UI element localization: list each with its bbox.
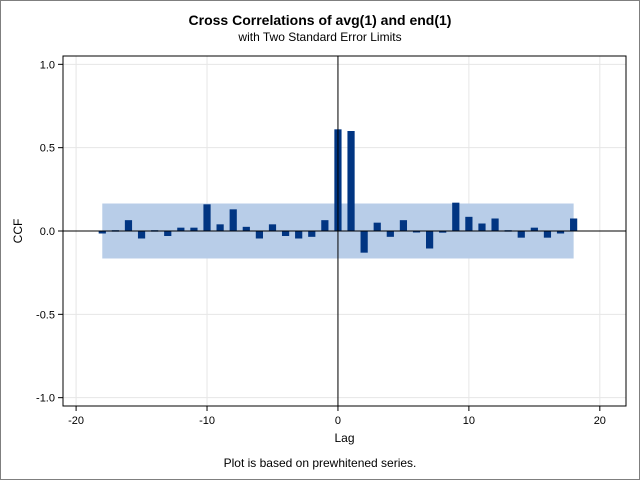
chart-title: Cross Correlations of avg(1) and end(1)	[188, 12, 452, 28]
ccf-bar	[203, 204, 211, 231]
x-tick-label: 20	[594, 415, 606, 427]
ccf-bar	[295, 231, 303, 239]
ccf-bar	[98, 231, 106, 234]
ccf-bar	[373, 222, 381, 231]
ccf-bar	[281, 231, 290, 236]
ccf-bar	[412, 231, 421, 233]
ccf-bar	[399, 220, 408, 231]
x-tick-label: 0	[335, 415, 341, 427]
ccf-bar	[255, 231, 263, 239]
ccf-bar	[556, 231, 565, 234]
ccf-bar	[190, 227, 198, 231]
y-tick-label: 0.5	[40, 143, 55, 155]
y-tick-label: -0.5	[36, 309, 55, 321]
ccf-bar	[386, 231, 394, 237]
ccf-bar	[530, 227, 538, 231]
ccf-bar	[321, 220, 329, 231]
ccf-bar	[543, 231, 552, 238]
x-axis-label: Lag	[334, 431, 354, 445]
x-tick-label: -20	[68, 415, 84, 427]
y-axis-label: CCF	[11, 219, 25, 244]
ccf-bar	[308, 231, 316, 237]
ccf-bar	[570, 218, 578, 231]
ccf-bar	[177, 227, 185, 231]
ccf-bar	[216, 224, 224, 231]
ccf-bar	[164, 231, 172, 236]
ccf-bar	[465, 216, 473, 231]
ccf-bar	[517, 231, 525, 238]
ccf-bar	[426, 231, 434, 249]
y-tick-label: 1.0	[40, 59, 55, 71]
ccf-bar	[439, 231, 447, 233]
y-tick-label: 0.0	[40, 226, 55, 238]
ccf-bar	[137, 231, 146, 239]
ccf-bar	[229, 209, 237, 231]
y-tick-label: -1.0	[36, 393, 55, 405]
ccf-bar	[347, 131, 355, 231]
ccf-bar	[452, 202, 460, 231]
ccf-bar	[242, 226, 250, 231]
ccf-bar	[491, 218, 499, 231]
chart-subtitle: with Two Standard Error Limits	[238, 30, 402, 44]
x-tick-label: 10	[463, 415, 475, 427]
ccf-bar	[268, 224, 277, 231]
x-tick-label: -10	[199, 415, 215, 427]
ccf-bar	[124, 220, 133, 231]
ccf-bar	[478, 223, 486, 231]
chart-footnote: Plot is based on prewhitened series.	[223, 456, 417, 470]
ccf-bar	[360, 231, 368, 253]
